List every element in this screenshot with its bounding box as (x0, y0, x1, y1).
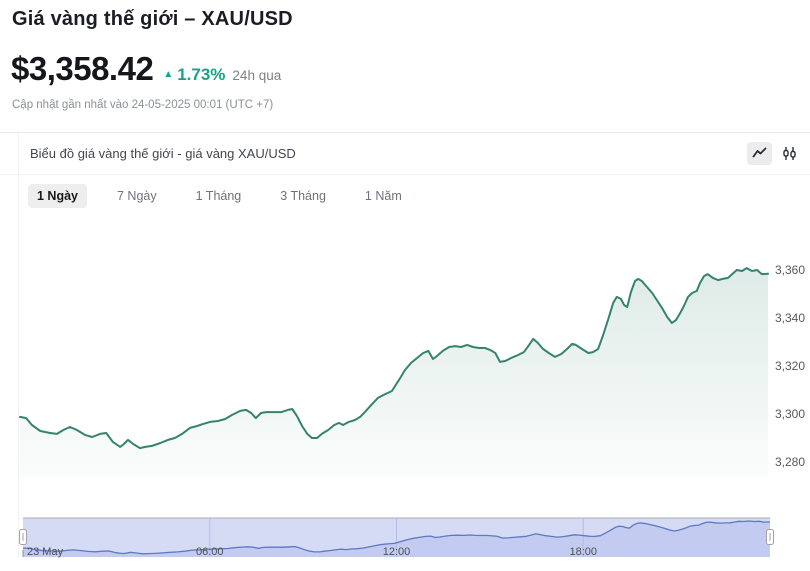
tab-1d[interactable]: 1 Ngày (28, 184, 87, 208)
header-divider (0, 132, 810, 133)
chart-type-switcher (747, 141, 802, 165)
chart-card-header: Biểu đồ giá vàng thế giới - giá vàng XAU… (30, 139, 802, 167)
candlestick-icon (783, 146, 796, 160)
subtitle-divider (0, 174, 810, 175)
y-axis-label: 3,340 (775, 311, 805, 325)
up-arrow-icon: ▲ (163, 69, 174, 80)
tab-3m[interactable]: 3 Tháng (271, 184, 335, 208)
y-axis-label: 3,280 (775, 455, 805, 469)
navigator-time-label: 23 May (27, 546, 64, 558)
tab-7d[interactable]: 7 Ngày (108, 184, 166, 208)
chart-area-fill (20, 268, 768, 478)
line-chart-button[interactable] (747, 141, 772, 165)
change-percent: 1.73% (177, 65, 226, 84)
card-border (18, 133, 19, 558)
tab-1y[interactable]: 1 Năm (356, 184, 411, 208)
change-period-label: 24h qua (232, 68, 282, 83)
navigator-time-label: 18:00 (569, 546, 597, 558)
navigator-time-label: 12:00 (383, 546, 411, 558)
navigator-line-series (22, 520, 771, 555)
chart-line-series (19, 267, 769, 450)
page-title: Giá vàng thế giới – XAU/USD (12, 8, 293, 30)
price-chart: 3,360 3,340 3,320 3,300 3,280 (0, 212, 810, 502)
candlestick-chart-button[interactable] (777, 142, 802, 165)
navigator-right-handle[interactable] (766, 529, 774, 545)
y-axis-label: 3,360 (775, 263, 805, 277)
price-value: $3,358.42 (11, 50, 154, 87)
y-axis-label: 3,300 (775, 407, 805, 421)
navigator-time-label: 06:00 (196, 546, 224, 558)
price-row: $3,358.42 ▲ 1.73% 24h qua (11, 50, 281, 88)
chart-subtitle: Biểu đồ giá vàng thế giới - giá vàng XAU… (30, 145, 296, 161)
range-navigator[interactable]: 23 May 06:00 12:00 18:00 (0, 506, 810, 566)
line-chart-icon (752, 147, 767, 158)
tab-1m[interactable]: 1 Tháng (187, 184, 251, 208)
range-tabs: 1 Ngày 7 Ngày 1 Tháng 3 Tháng 1 Năm (28, 184, 411, 208)
last-updated-text: Cập nhật gần nhất vào 24-05-2025 00:01 (… (12, 99, 274, 111)
y-axis-label: 3,320 (775, 359, 805, 373)
navigator-left-handle[interactable] (19, 529, 27, 545)
